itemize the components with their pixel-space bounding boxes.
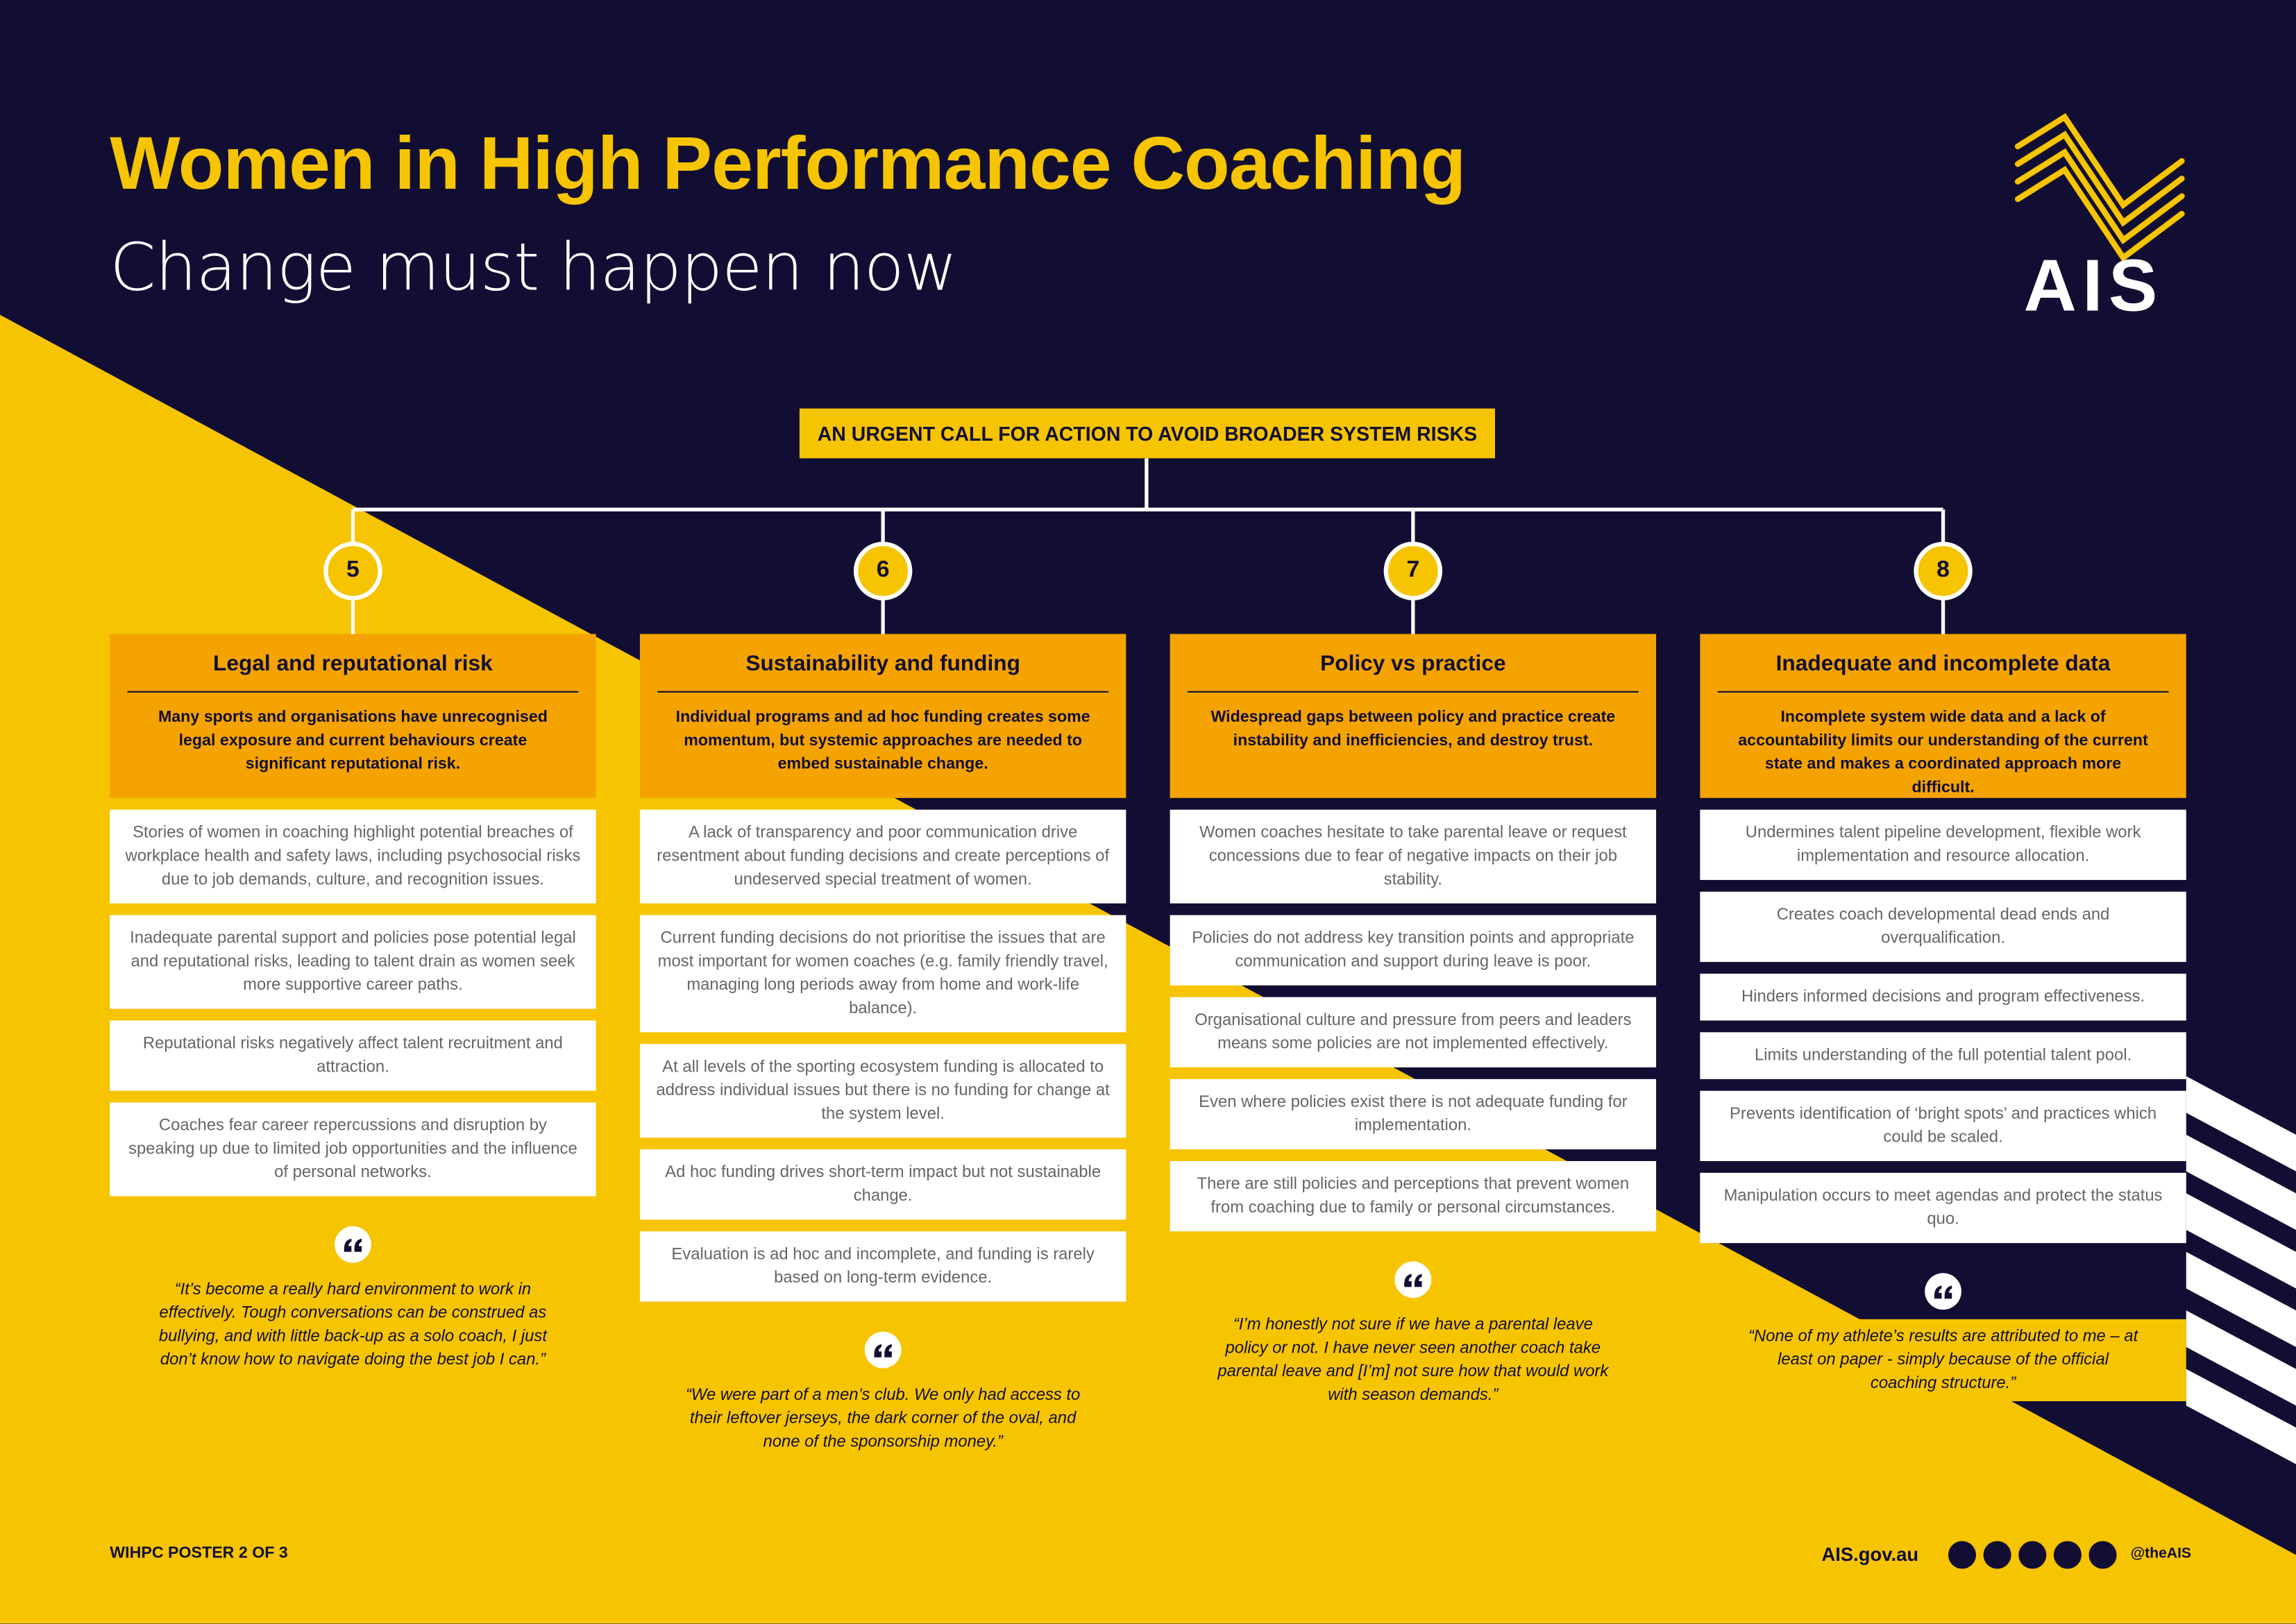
item-card: At all levels of the sporting ecosystem … <box>639 1044 1126 1138</box>
item-card: Stories of women in coaching highlight p… <box>110 809 596 904</box>
icon-youtube[interactable] <box>2053 1541 2082 1569</box>
item-card: Limits understanding of the full potenti… <box>1700 1032 2186 1079</box>
item-card: Evaluation is ad hoc and incomplete, and… <box>639 1231 1126 1302</box>
item-card: Inadequate parental support and policies… <box>110 915 596 1009</box>
subtitle: Change must happen now <box>110 228 957 306</box>
item-card: Coaches fear career repercussions and di… <box>110 1102 596 1196</box>
quote-block: “None of my athlete’s results are attrib… <box>1700 1255 2186 1401</box>
item-list: Women coaches hesitate to take parental … <box>1170 809 1657 1413</box>
column-summary: Widespread gaps between policy and pract… <box>1210 709 1616 750</box>
column-header: Sustainability and funding Individual pro… <box>639 634 1126 798</box>
icon-linkedin[interactable] <box>2088 1541 2117 1569</box>
quote-text: “We were part of a men’s club. We only h… <box>639 1378 1126 1460</box>
logo-text: AIS <box>2023 244 2163 327</box>
step-number: 5 <box>323 541 382 600</box>
quote-text: “It’s become a really hard environment t… <box>110 1272 596 1378</box>
item-card: Prevents identification of ‘bright spots… <box>1700 1090 2186 1161</box>
column-summary: Incomplete system wide data and a lack o… <box>1738 709 2148 797</box>
step-number: 7 <box>1383 541 1443 600</box>
icon-facebook[interactable] <box>1983 1541 2011 1569</box>
quote-icon <box>1394 1261 1432 1299</box>
item-card: Even where policies exist there is not a… <box>1170 1079 1657 1150</box>
item-list: Undermines talent pipeline development, … <box>1700 809 2186 1401</box>
quote-icon <box>335 1226 371 1263</box>
column-header: Legal and reputational risk Many sports a… <box>110 634 596 798</box>
icon-instagram[interactable] <box>2018 1541 2047 1569</box>
item-card: Hinders informed decisions and program e… <box>1700 973 2186 1021</box>
icon-x[interactable] <box>1948 1541 1977 1569</box>
column-title: Legal and reputational risk <box>127 652 579 693</box>
footer-poster: WIHPC POSTER 2 OF 3 <box>110 1544 288 1563</box>
footer-url[interactable]: AIS.gov.au <box>1821 1543 1919 1566</box>
item-card: Reputational risks negatively affect tal… <box>110 1020 596 1091</box>
item-card: Ad hoc funding drives short-term impact … <box>639 1149 1126 1220</box>
quote-block: “It’s become a really hard environment t… <box>110 1208 596 1378</box>
column-header: Inadequate and incomplete data Incomplete… <box>1700 634 2186 798</box>
quote-icon <box>864 1331 902 1369</box>
item-card: Creates coach developmental dead ends an… <box>1700 891 2186 963</box>
column-title: Inadequate and incomplete data <box>1717 652 2169 693</box>
item-card: Policies do not address key transition p… <box>1170 915 1657 986</box>
quote-text: “None of my athlete’s results are attrib… <box>1700 1319 2186 1401</box>
banner: AN URGENT CALL FOR ACTION TO AVOID BROAD… <box>799 408 1496 459</box>
quote-block: “We were part of a men’s club. We only h… <box>639 1313 1126 1460</box>
item-card: A lack of transparency and poor communic… <box>639 809 1126 904</box>
column-header: Policy vs practice Widespread gaps betwee… <box>1170 634 1657 798</box>
step-number: 6 <box>853 541 913 600</box>
quote-block: “I’m honestly not sure if we have a pare… <box>1170 1243 1657 1413</box>
quote-icon <box>1925 1273 1961 1310</box>
footer-handle: @theAIS <box>2130 1546 2192 1563</box>
item-card: Current funding decisions do not priorit… <box>639 915 1126 1033</box>
quote-text: “I’m honestly not sure if we have a pare… <box>1170 1307 1657 1413</box>
item-card: Organisational culture and pressure from… <box>1170 997 1657 1067</box>
item-card: Women coaches hesitate to take parental … <box>1170 809 1657 904</box>
item-list: Stories of women in coaching highlight p… <box>110 809 596 1378</box>
item-list: A lack of transparency and poor communic… <box>639 809 1126 1460</box>
title: Women in High Performance Coaching <box>110 121 1466 205</box>
social-icons <box>1948 1541 2117 1569</box>
column-title: Sustainability and funding <box>657 652 1109 693</box>
item-card: Manipulation occurs to meet agendas and … <box>1700 1172 2186 1244</box>
column-summary: Many sports and organisations have unrec… <box>158 709 548 773</box>
column-title: Policy vs practice <box>1187 652 1639 693</box>
item-card: Undermines talent pipeline development, … <box>1700 809 2186 880</box>
column-summary: Individual programs and ad hoc funding c… <box>675 709 1090 773</box>
item-card: There are still policies and perceptions… <box>1170 1160 1657 1232</box>
step-number: 8 <box>1914 541 1973 600</box>
